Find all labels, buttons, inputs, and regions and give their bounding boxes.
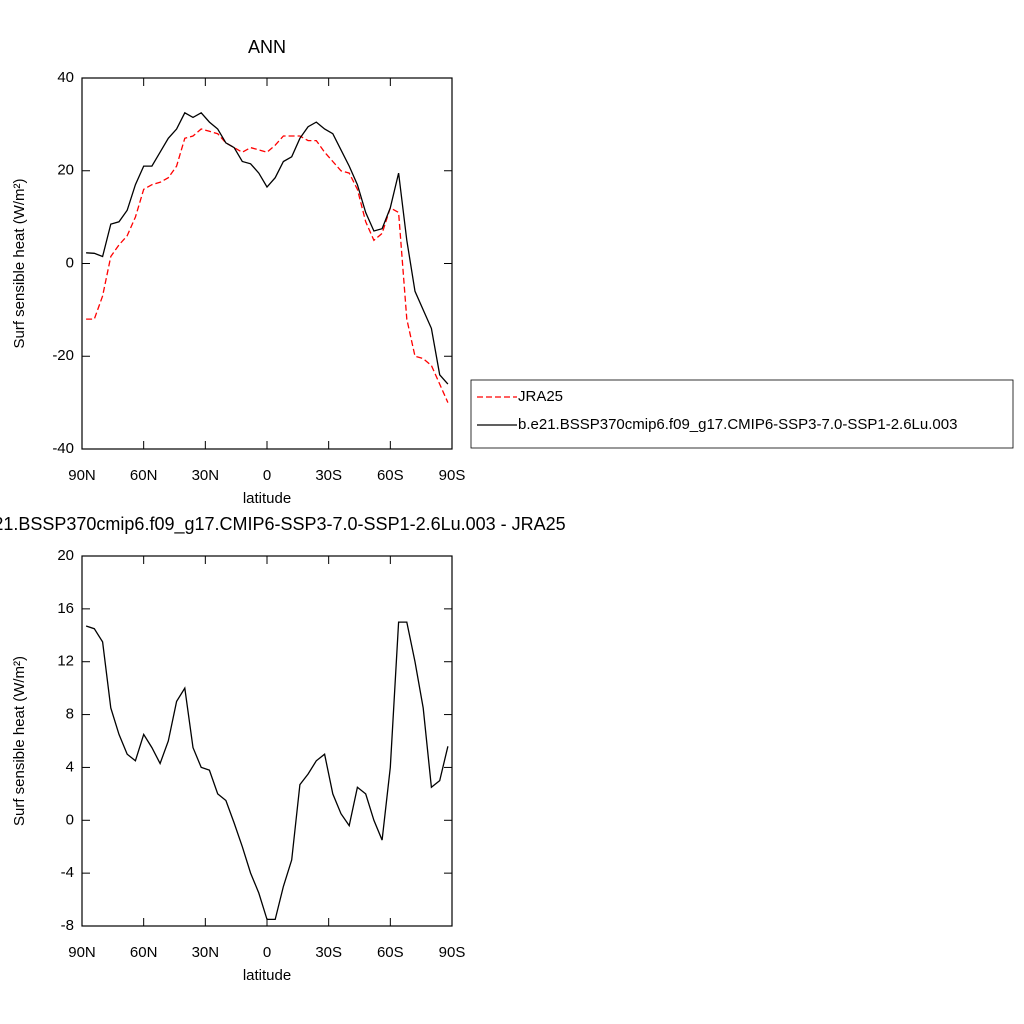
x-tick-label: 60N [130,944,158,961]
y-tick-label: 8 [66,706,74,723]
y-tick-label: 12 [57,653,74,670]
x-axis-label: latitude [243,490,291,507]
y-tick-label: 16 [57,600,74,617]
x-tick-label: 90N [68,467,96,484]
chart-title: ANN [248,37,286,57]
x-tick-label: 90S [439,944,466,961]
y-tick-label: 0 [66,254,74,271]
x-tick-label: 30N [192,944,220,961]
x-axis-label: latitude [243,967,291,984]
x-tick-label: 0 [263,467,271,484]
plot-frame [81,555,453,927]
y-tick-label: -20 [52,347,74,364]
legend-label: JRA25 [518,388,563,405]
x-tick-label: 0 [263,944,271,961]
x-tick-label: 90N [68,944,96,961]
x-tick-label: 30S [315,467,342,484]
y-tick-label: -4 [61,864,74,881]
y-tick-label: 40 [57,69,74,86]
data-line [85,621,449,921]
y-tick-label: 4 [66,758,74,775]
y-tick-label: -8 [61,917,74,934]
y-axis-label: Surf sensible heat (W/m²) [11,656,28,826]
x-tick-label: 60S [377,944,404,961]
y-axis-label: Surf sensible heat (W/m²) [11,178,28,348]
chart-title: b.e21.BSSP370cmip6.f09_g17.CMIP6-SSP3-7.… [0,514,566,535]
plot-frame [81,77,453,450]
x-tick-label: 30N [192,467,220,484]
y-tick-label: 20 [57,162,74,179]
y-tick-label: 20 [57,547,74,564]
data-line [86,111,449,385]
y-tick-label: 0 [66,811,74,828]
legend-frame [470,379,1014,449]
x-tick-label: 60N [130,467,158,484]
data-line [86,128,449,403]
x-tick-label: 60S [377,467,404,484]
x-tick-label: 90S [439,467,466,484]
x-tick-label: 30S [315,944,342,961]
legend-label: b.e21.BSSP370cmip6.f09_g17.CMIP6-SSP3-7.… [518,416,957,433]
y-tick-label: -40 [52,440,74,457]
